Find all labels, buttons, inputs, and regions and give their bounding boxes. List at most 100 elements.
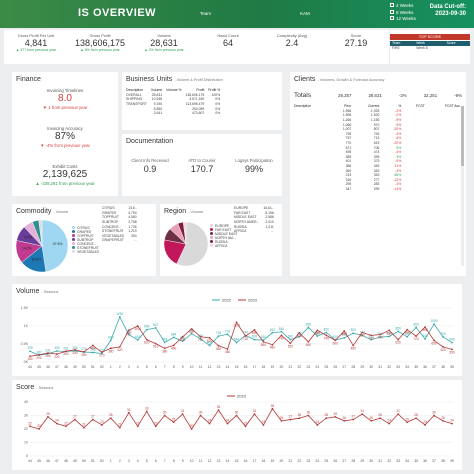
legend-item[interactable]: CITRUS — [72, 226, 99, 230]
series-line-2022[interactable] — [29, 315, 453, 356]
data-point[interactable] — [226, 348, 229, 350]
data-point[interactable] — [316, 424, 319, 426]
series-line-2023[interactable] — [29, 321, 453, 357]
data-point[interactable] — [127, 329, 130, 332]
table-row[interactable]: FAR EAST 6,156 — [232, 211, 276, 216]
data-point[interactable] — [307, 340, 310, 343]
legend-item[interactable]: VEGETABLES — [72, 250, 99, 254]
data-point[interactable] — [442, 335, 444, 338]
data-point[interactable] — [235, 341, 238, 344]
weeks-selector[interactable]: 4 Weeks 8 Weeks 12 Weeks — [390, 3, 416, 23]
table-row[interactable]: EUROPE 16,61.. — [232, 206, 276, 211]
legend-item[interactable]: NORTH AM... — [210, 236, 238, 240]
table-row[interactable]: 770 619 -20% — [292, 141, 462, 146]
table-row[interactable]: 1,007 807 -20% — [292, 127, 462, 132]
data-point[interactable] — [262, 340, 265, 343]
data-point[interactable] — [127, 333, 130, 336]
legend-item[interactable]: AFRICA — [210, 244, 238, 248]
data-point[interactable] — [47, 415, 49, 418]
data-point[interactable] — [298, 417, 301, 420]
data-point[interactable] — [163, 347, 166, 350]
data-point[interactable] — [307, 326, 310, 329]
table-row[interactable]: OVERALL 28,631 138,606,175 100% — [124, 93, 222, 98]
data-point[interactable] — [145, 410, 148, 413]
data-point[interactable] — [397, 338, 400, 341]
data-point[interactable] — [235, 321, 238, 324]
legend-label[interactable]: 2023 — [237, 393, 247, 398]
data-point[interactable] — [334, 339, 337, 342]
table-row[interactable]: 385 395 3% — [292, 155, 462, 160]
data-point[interactable] — [262, 339, 265, 341]
data-point[interactable] — [73, 418, 76, 421]
data-point[interactable] — [343, 336, 346, 339]
data-point[interactable] — [262, 424, 265, 426]
data-point[interactable] — [253, 413, 256, 416]
series-line-2023[interactable] — [29, 408, 453, 430]
data-point[interactable] — [154, 342, 157, 345]
data-point[interactable] — [82, 426, 85, 429]
table-row[interactable]: 1,266 1,156 -9% — [292, 118, 462, 123]
data-point[interactable] — [424, 424, 426, 426]
bu-col-header[interactable]: Profit % — [208, 88, 221, 93]
data-point[interactable] — [325, 417, 328, 420]
table-row[interactable]: 795 763 -4% — [292, 132, 462, 137]
data-point[interactable] — [154, 327, 157, 329]
data-point[interactable] — [451, 348, 453, 351]
data-point[interactable] — [424, 326, 426, 329]
table-row[interactable]: RUSSIA 1,011 — [232, 224, 276, 229]
data-point[interactable] — [325, 334, 328, 337]
data-point[interactable] — [208, 336, 211, 339]
data-point[interactable] — [109, 339, 112, 342]
data-point[interactable] — [136, 338, 139, 341]
data-point[interactable] — [316, 329, 319, 332]
table-row[interactable]: CITRUS 13,6.. — [100, 206, 139, 211]
data-point[interactable] — [433, 414, 435, 417]
data-point[interactable] — [56, 353, 58, 355]
data-point[interactable] — [181, 413, 184, 416]
data-point[interactable] — [379, 417, 382, 420]
table-row[interactable]: 1,556 1,520 -2% — [292, 113, 462, 118]
data-point[interactable] — [56, 422, 58, 425]
table-row[interactable]: 5,850 250,059 0% — [124, 106, 222, 111]
table-row[interactable]: 1,066 970 -9% — [292, 122, 462, 127]
data-point[interactable] — [451, 422, 453, 425]
data-point[interactable] — [199, 338, 202, 340]
data-point[interactable] — [38, 353, 40, 356]
data-point[interactable] — [379, 333, 382, 336]
legend-item[interactable]: GRAPES — [72, 230, 99, 234]
data-point[interactable] — [154, 425, 157, 428]
table-row[interactable]: GRAPES 4,754 — [100, 211, 139, 216]
legend-item[interactable]: STONEFRUIT — [72, 246, 99, 250]
table-row[interactable]: GRAPEFRUIT... — [100, 238, 139, 243]
table-row[interactable]: TRANSPORT 9,190 113,698,479 0% — [124, 102, 222, 107]
data-point[interactable] — [47, 352, 49, 354]
data-point[interactable] — [199, 335, 202, 338]
data-point[interactable] — [100, 352, 103, 355]
data-point[interactable] — [109, 417, 112, 420]
data-point[interactable] — [271, 343, 274, 346]
data-point[interactable] — [190, 428, 193, 430]
table-row[interactable]: TOPFRUIT 4,060 — [100, 215, 139, 220]
data-point[interactable] — [415, 326, 417, 329]
data-point[interactable] — [451, 341, 453, 344]
bu-col-header[interactable]: Volume — [150, 88, 163, 93]
weeks-option-8[interactable]: 8 Weeks — [396, 9, 414, 15]
commodity-slice[interactable] — [38, 219, 43, 247]
data-point[interactable] — [172, 336, 175, 339]
data-point[interactable] — [289, 342, 292, 345]
legend-item[interactable]: EUROPE — [210, 224, 238, 228]
data-point[interactable] — [397, 330, 400, 333]
data-point[interactable] — [433, 323, 435, 326]
data-point[interactable] — [352, 418, 355, 421]
legend-item[interactable]: TOPFRUIT — [72, 234, 99, 238]
data-point[interactable] — [280, 334, 283, 337]
table-row[interactable]: 386 345 -11% — [292, 164, 462, 169]
weeks-option-12[interactable]: 12 Weeks — [396, 16, 416, 21]
data-point[interactable] — [82, 351, 85, 353]
data-point[interactable] — [226, 422, 229, 425]
data-point[interactable] — [29, 355, 31, 358]
team-value[interactable]: KAM — [300, 11, 310, 16]
data-point[interactable] — [244, 335, 247, 337]
data-point[interactable] — [433, 339, 435, 342]
data-point[interactable] — [361, 334, 364, 337]
